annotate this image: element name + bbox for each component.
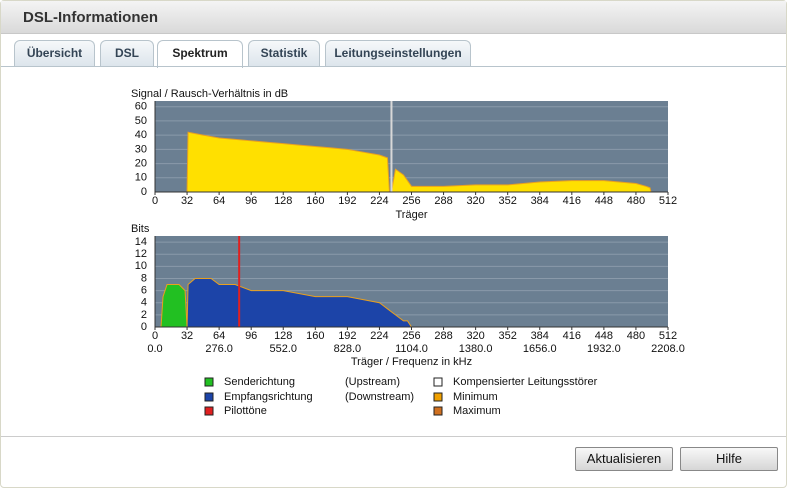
x-tick-label: 288 [434,195,452,207]
legend-swatch [204,377,214,387]
button[interactable]: Aktualisieren [575,447,673,471]
x-tick-label: 352 [499,330,517,342]
y-tick-label: 0 [141,321,147,333]
x2-tick-label: 0.0 [147,343,162,355]
legend-swatch [204,406,214,416]
x2-tick-label: 1380.0 [459,343,493,355]
x-tick-label: 320 [466,330,484,342]
x-tick-label: 512 [659,330,677,342]
chart-title: Signal / Rausch-Verhältnis in dB [131,88,288,100]
y-tick-label: 20 [135,157,147,169]
x2-tick-label: 1656.0 [523,343,557,355]
legend-label: Senderichtung [224,376,295,388]
x-tick-label: 288 [434,330,452,342]
y-tick-label: 4 [141,297,147,309]
separator [1,436,786,437]
y-tick-label: 40 [135,129,147,141]
x-tick-label: 256 [402,330,420,342]
y-tick-label: 2 [141,309,147,321]
header-title: DSL-Informationen [23,9,158,26]
x2-tick-label: 276.0 [205,343,233,355]
x-tick-label: 256 [402,195,420,207]
x-tick-label: 448 [595,330,613,342]
x-axis-label: Träger [396,209,428,221]
x-tick-label: 416 [563,330,581,342]
tab[interactable]: Übersicht [14,40,95,66]
header: DSL-Informationen [1,1,786,34]
y-tick-label: 0 [141,186,147,198]
x-tick-label: 480 [627,195,645,207]
x-tick-label: 160 [306,195,324,207]
legend-swatch [433,392,443,402]
tab[interactable]: Statistik [248,40,320,66]
legend-swatch [433,377,443,387]
x-tick-label: 224 [370,330,388,342]
x2-tick-label: 552.0 [269,343,297,355]
y-tick-label: 10 [135,172,147,184]
y-tick-label: 60 [135,101,147,113]
charts: Signal / Rausch-Verhältnis in dB01020304… [131,88,685,417]
legend-label: Pilottöne [224,405,267,417]
legend-label: Empfangsrichtung [224,391,313,403]
x-tick-label: 0 [152,330,158,342]
legend-label: Minimum [453,391,498,403]
legend-note: (Downstream) [345,391,414,403]
y-tick-label: 14 [135,236,147,248]
tab[interactable]: DSL [100,40,154,66]
x-tick-label: 96 [245,330,257,342]
legend-swatch [433,406,443,416]
x-tick-label: 64 [213,330,225,342]
x-tick-label: 32 [181,330,193,342]
x-tick-label: 0 [152,195,158,207]
y-tick-label: 30 [135,143,147,155]
x-tick-label: 512 [659,195,677,207]
x-tick-label: 352 [499,195,517,207]
tab[interactable]: Spektrum [157,40,243,68]
x-tick-label: 128 [274,330,292,342]
y-tick-label: 50 [135,115,147,127]
button[interactable]: Hilfe [680,447,778,471]
y-tick-label: 12 [135,248,147,260]
x-tick-label: 96 [245,195,257,207]
x-tick-label: 384 [531,195,549,207]
tab-line [1,66,786,67]
x-tick-label: 480 [627,330,645,342]
tab[interactable]: Leitungseinstellungen [325,40,471,66]
x-tick-label: 192 [338,330,356,342]
x-tick-label: 160 [306,330,324,342]
x2-tick-label: 1104.0 [395,343,428,355]
x2-tick-label: 1932.0 [587,343,621,355]
x-tick-label: 192 [338,195,356,207]
x2-tick-label: 2208.0 [651,343,685,355]
legend-label: Kompensierter Leitungsstörer [453,376,598,388]
chart-title: Bits [131,223,150,235]
y-tick-label: 8 [141,272,147,284]
x-tick-label: 64 [213,195,225,207]
x-tick-label: 32 [181,195,193,207]
x2-tick-label: 828.0 [334,343,362,355]
x-axis-label: Träger / Frequenz in kHz [351,356,472,368]
x-tick-label: 128 [274,195,292,207]
area [186,277,413,328]
x-tick-label: 224 [370,195,388,207]
legend-note: (Upstream) [345,376,400,388]
y-tick-label: 10 [135,260,147,272]
x-tick-label: 320 [466,195,484,207]
legend-label: Maximum [453,405,501,417]
y-tick-label: 6 [141,285,147,297]
legend-swatch [204,392,214,402]
x-tick-label: 448 [595,195,613,207]
x-tick-label: 384 [531,330,549,342]
x-tick-label: 416 [563,195,581,207]
